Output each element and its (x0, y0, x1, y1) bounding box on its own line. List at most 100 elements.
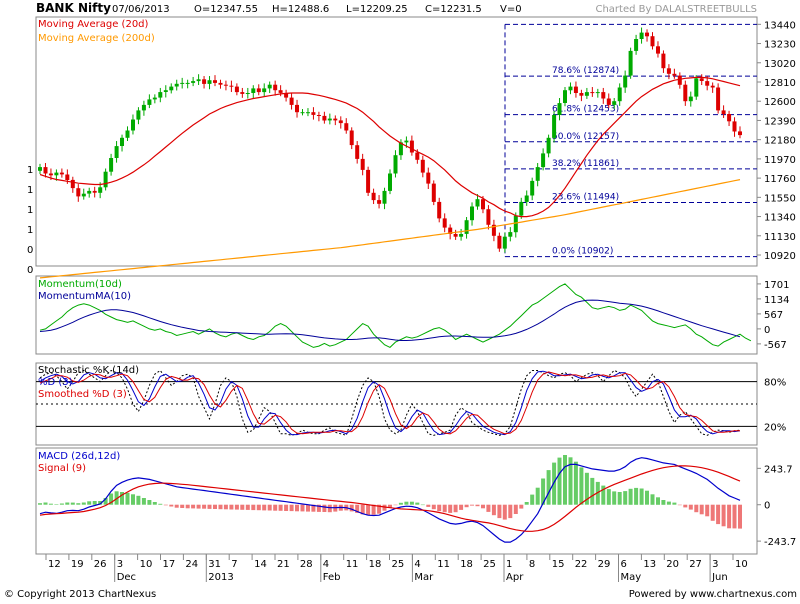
footer-powered-by[interactable]: Powered by www.chartnexus.com (629, 589, 797, 600)
macd-histogram-bar (513, 504, 518, 514)
candle-body (595, 92, 600, 94)
candle-body (420, 159, 425, 173)
macd-histogram-bar (59, 503, 64, 505)
candle-body (120, 137, 124, 146)
candle-body (273, 84, 278, 91)
macd-histogram-bar (645, 490, 649, 505)
macd-histogram-bar (147, 500, 152, 505)
x-day-label: 26 (94, 559, 107, 570)
price-y-tick-label: 12180 (764, 136, 796, 147)
x-day-label: 4 (323, 559, 329, 570)
macd-histogram-bar (207, 504, 212, 509)
candle-body (59, 172, 64, 175)
stoch-y-tick-label: 20% (764, 422, 786, 433)
macd-histogram-bar (278, 504, 283, 511)
candle-body (360, 158, 365, 170)
stoch-d-line (39, 370, 741, 436)
candle-body (81, 193, 86, 197)
legend-stoch-smoothed: Smoothed %D (3) (38, 389, 127, 400)
momentum-y-tick-label: -567 (764, 340, 787, 351)
momentum-y-tick-label: 567 (764, 310, 783, 321)
candle-body (716, 87, 721, 111)
candle-body (333, 118, 338, 121)
price-y-tick-label: 12600 (764, 97, 796, 108)
macd-histogram-bar (661, 500, 666, 505)
candle-body (563, 90, 567, 103)
macd-y-tick-label: 243.7 (764, 464, 793, 475)
macd-histogram-bar (393, 504, 398, 506)
macd-histogram-bar (486, 504, 491, 512)
ma200-line (39, 179, 741, 279)
macd-histogram-bar (349, 504, 354, 512)
candle-body (705, 81, 710, 86)
macd-histogram-bar (360, 504, 365, 515)
macd-histogram-bar (552, 462, 557, 505)
macd-histogram-bar (229, 504, 234, 510)
macd-histogram-bar (612, 491, 617, 505)
macd-histogram-bar (316, 504, 321, 512)
candle-body (147, 99, 152, 105)
macd-histogram-bar (694, 504, 699, 513)
candle-body (442, 218, 447, 228)
macd-histogram-bar (169, 504, 174, 507)
macd-histogram-bar (579, 467, 584, 505)
legend-macd: MACD (26d,12d) (38, 451, 120, 462)
stoch-k-line (39, 369, 741, 436)
macd-histogram-bar (639, 488, 644, 505)
candle-body (355, 145, 360, 159)
candle-body (688, 96, 693, 102)
candle-body (180, 82, 185, 84)
candle-body (234, 86, 239, 93)
fib-level-label: 61.8% (12453) (552, 105, 619, 115)
candle-body (612, 101, 617, 105)
candle-body (699, 78, 704, 81)
candle-body (202, 79, 207, 84)
x-day-label: 11 (437, 559, 450, 570)
x-month-label: May (621, 572, 642, 583)
macd-histogram-bar (623, 491, 628, 505)
candle-body (262, 88, 267, 93)
price-left-label: 0 (27, 265, 33, 276)
candle-body (306, 112, 310, 114)
macd-histogram-bar (705, 504, 710, 517)
macd-histogram-bar (628, 488, 633, 505)
candle-body (524, 195, 529, 202)
price-y-tick-label: 12810 (764, 78, 796, 89)
candle-body (579, 93, 584, 96)
candle-body (185, 82, 190, 84)
candle-body (223, 84, 228, 86)
legend-signal: Signal (9) (38, 463, 86, 474)
x-day-label: 24 (185, 559, 198, 570)
x-day-label: 27 (689, 559, 702, 570)
candle-body (103, 171, 108, 188)
candle-body (710, 85, 715, 88)
price-y-tick-label: 13230 (764, 40, 796, 51)
macd-histogram-bar (382, 504, 387, 511)
macd-histogram-bar (398, 502, 403, 505)
candle-body (513, 215, 518, 233)
candle-body (398, 142, 403, 156)
x-day-label: 14 (254, 559, 267, 570)
macd-histogram-bar (727, 504, 732, 529)
candle-body (628, 50, 633, 76)
x-day-label: 25 (392, 559, 405, 570)
macd-histogram-bar (114, 491, 119, 505)
macd-histogram-bar (65, 502, 70, 505)
candle-body (349, 130, 354, 146)
candle-body (573, 86, 578, 93)
candle-body (601, 92, 606, 99)
price-y-tick-label: 13020 (764, 59, 796, 70)
x-day-label: 6 (621, 559, 627, 570)
candle-body (131, 119, 135, 131)
candle-body (152, 97, 157, 100)
x-day-label: 3 (712, 559, 718, 570)
ma20-line (39, 76, 741, 218)
x-day-label: 18 (460, 559, 473, 570)
macd-histogram-bar (273, 504, 278, 511)
macd-histogram-bar (174, 504, 179, 508)
candle-body (65, 174, 70, 180)
candle-body (284, 93, 289, 98)
x-day-label: 13 (643, 559, 656, 570)
x-day-label: 1 (506, 559, 512, 570)
price-y-tick-label: 11550 (764, 193, 796, 204)
